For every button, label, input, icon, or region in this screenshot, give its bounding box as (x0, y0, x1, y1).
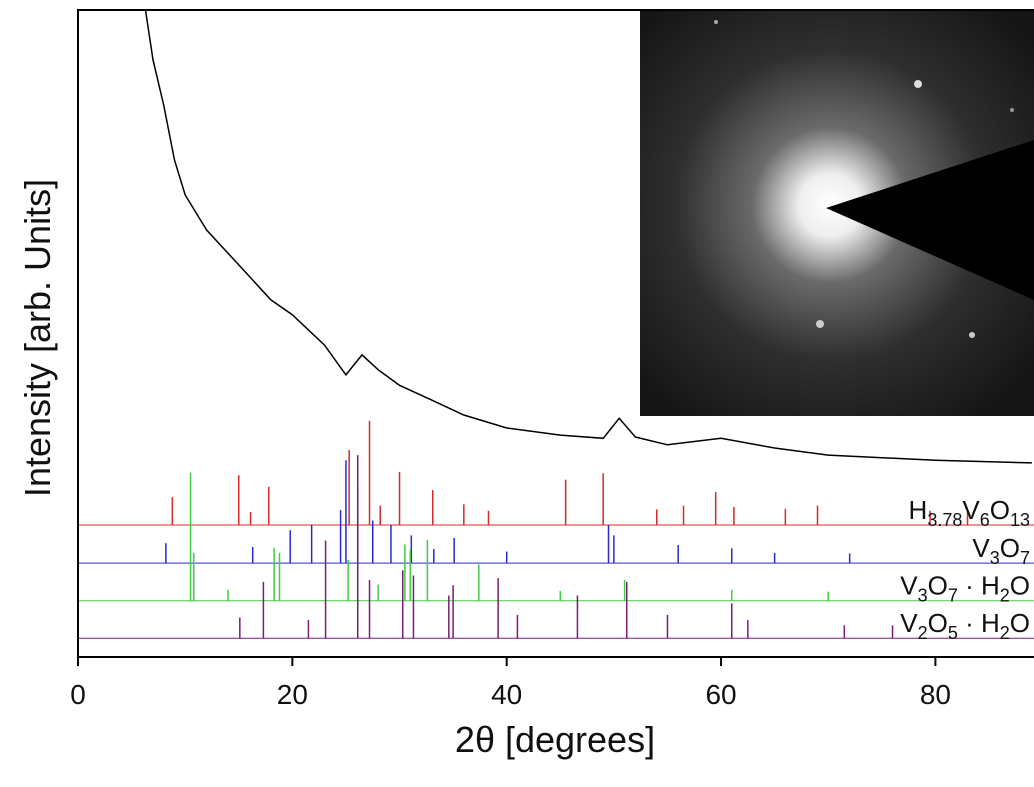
xrd-curve (144, 9, 1032, 464)
y-axis-label: Intensity [arb. Units] (17, 179, 58, 497)
x-tick-label: 20 (277, 679, 308, 710)
x-tick-label: 80 (920, 679, 951, 710)
pattern-label: V2O5 · H2O (900, 608, 1030, 643)
pattern-label: H3.78V6O13 (909, 495, 1030, 530)
pattern-label: V3O7 (972, 533, 1030, 568)
x-tick-label: 60 (705, 679, 736, 710)
x-tick-label: 40 (491, 679, 522, 710)
axis-frame (77, 9, 1034, 658)
x-tick-label: 0 (70, 679, 86, 710)
pattern-label: V3O7 · H2O (900, 571, 1030, 606)
x-axis-label: 2θ [degrees] (455, 719, 655, 760)
diffraction-inset (640, 10, 1034, 416)
